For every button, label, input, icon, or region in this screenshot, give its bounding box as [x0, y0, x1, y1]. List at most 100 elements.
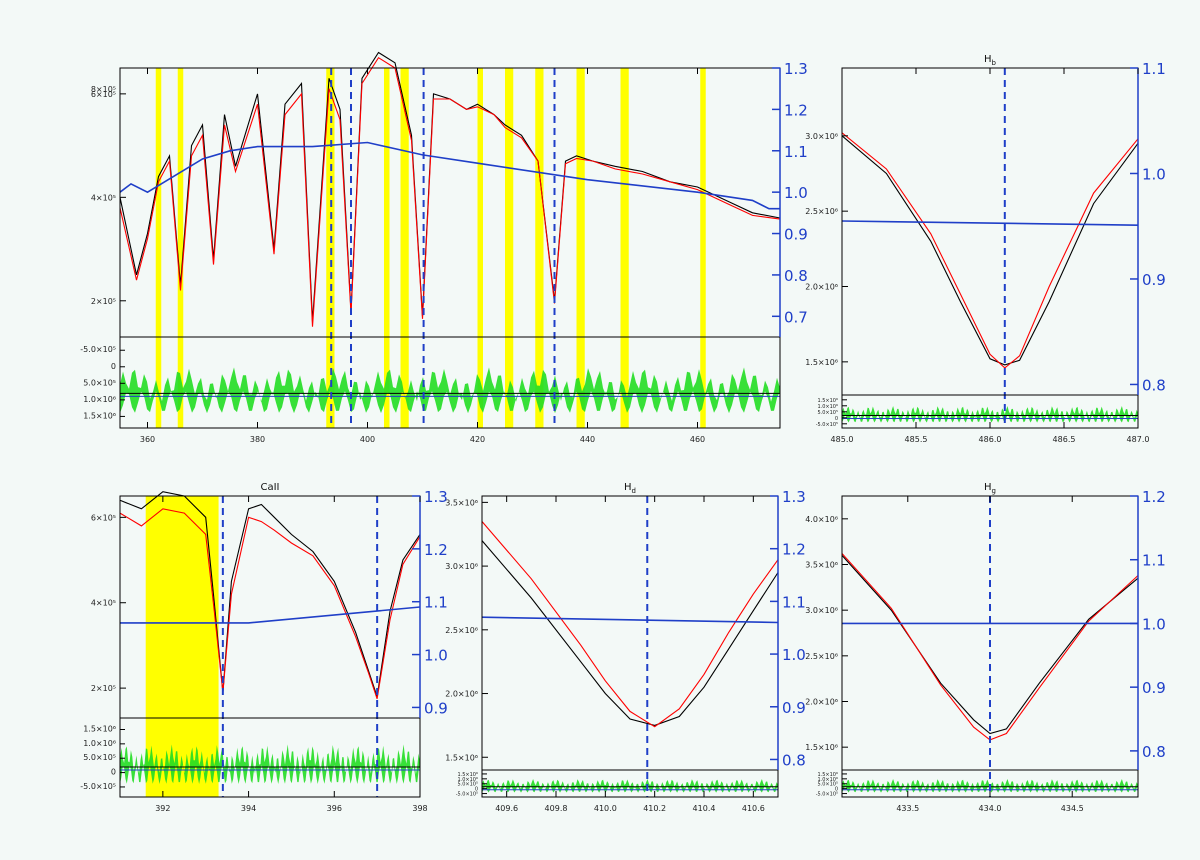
panel-h-delta: 409.6 409.8 410.0 410.2 410.4 410.6 1.5×10⁶ 2.0…	[445, 482, 806, 813]
y2-tick-label: 1.1	[782, 593, 806, 611]
y2-tick-label: 0.8	[784, 267, 808, 285]
y2-tick-label: 1.3	[424, 488, 448, 506]
y-tick-label: 3.5×10⁶	[805, 561, 838, 570]
mask-band	[477, 68, 483, 428]
x-tick-label: 485.0	[831, 435, 854, 444]
panel-title-sub: d	[632, 487, 636, 495]
residual-tick-label: 0	[111, 362, 116, 371]
y2-tick-label: 0.8	[1142, 376, 1166, 394]
mask-band	[620, 68, 629, 428]
x-tick-label: 409.6	[495, 804, 518, 813]
y-tick-label: 3.0×10⁶	[805, 606, 838, 615]
series-ratio	[481, 616, 779, 624]
y-tick-label: 3.0×10⁶	[805, 132, 838, 141]
panel-title-sub: g	[992, 487, 996, 495]
residual-tick-label: 5.0×10⁵	[817, 782, 838, 788]
y2-tick-label: 1.1	[1142, 552, 1166, 570]
residual-tick-label: -5.0×10⁵	[80, 782, 116, 791]
x-tick-label: 396	[327, 804, 342, 813]
residual-tick-label: 1.0×10⁶	[457, 777, 478, 783]
series-observed	[119, 491, 421, 697]
y-tick-label: 1.5×10⁶	[445, 753, 478, 762]
residual-tick-label: 1.5×10⁶	[817, 398, 838, 404]
y-tick-label: 8×10⁵	[91, 85, 116, 94]
x-tick-label: 433.5	[896, 804, 919, 813]
residual-tick-label: 1.0×10⁶	[817, 777, 838, 783]
x-tick-label: 410.4	[693, 804, 716, 813]
y2-tick-label: 0.8	[1142, 743, 1166, 761]
y-tick-label: 2.0×10⁶	[805, 698, 838, 707]
y2-tick-label: 1.1	[1142, 60, 1166, 78]
residual-tick-label: -5.0×10⁵	[80, 345, 116, 354]
panel-title-sub: b	[992, 59, 997, 67]
y-tick-label: 6×10⁵	[91, 90, 116, 99]
x-tick-label: 380	[250, 435, 265, 444]
x-tick-label: 410.0	[594, 804, 617, 813]
mask-band	[505, 68, 514, 428]
x-tick-label: 398	[412, 804, 427, 813]
panel-h-gamma: 433.5 434.0 434.5 1.5×10⁶ 2.0×10⁶ 2.5×10⁶ 3.0×…	[805, 482, 1166, 813]
y-tick-label: 4×10⁵	[91, 193, 116, 202]
y-tick-label: 2×10⁵	[91, 684, 116, 693]
residual-band	[120, 367, 780, 414]
x-tick-label: 440	[580, 435, 595, 444]
y2-tick-label: 0.9	[784, 226, 808, 244]
residual-tick-label: 1.5×10⁶	[83, 724, 116, 733]
x-tick-label: 400	[360, 435, 375, 444]
series-observed	[119, 51, 781, 322]
series-model	[119, 508, 421, 699]
panel-title: CaII	[260, 482, 279, 493]
y-tick-label: 4.0×10⁶	[805, 515, 838, 524]
x-tick-label: 485.5	[905, 435, 928, 444]
residual-tick-label: 0	[835, 787, 838, 793]
y2-tick-label: 1.0	[782, 646, 806, 664]
panel-frame	[481, 495, 779, 798]
residual-band	[120, 744, 420, 784]
y2-tick-label: 0.9	[424, 699, 448, 717]
y2-tick-label: 1.0	[424, 647, 448, 665]
residual-tick-label: 5.0×10⁵	[83, 753, 116, 762]
y-tick-label: 2.5×10⁶	[805, 652, 838, 661]
panel-title: Hb	[984, 54, 997, 67]
mask-band	[145, 496, 219, 797]
residual-band	[842, 779, 1138, 793]
x-tick-label: 434.0	[979, 804, 1002, 813]
residual-tick-label: 1.0×10⁶	[83, 739, 116, 748]
panel-title-main: H	[984, 54, 992, 65]
residual-tick-label: -5.0×10⁵	[456, 792, 478, 798]
series-ratio	[119, 141, 780, 210]
y-tick-label: 3.5×10⁶	[445, 498, 478, 507]
series-ratio	[120, 606, 421, 624]
y2-tick-label: 1.2	[424, 541, 448, 559]
series-model	[119, 56, 781, 327]
mask-band	[400, 68, 409, 428]
panel-title: Hg	[984, 482, 996, 495]
y2-tick-label: 1.2	[1142, 488, 1166, 506]
x-tick-label: 486.0	[979, 435, 1002, 444]
panel-h-beta: 485.0 485.5 486.0 486.5 487.0 1.5×10⁶ 2.0×10⁶ 2…	[805, 54, 1166, 444]
y2-tick-label: 1.0	[1142, 615, 1166, 633]
y-tick-label: 1.5×10⁶	[805, 743, 838, 752]
panel-title-main: H	[984, 482, 992, 493]
y-tick-label: 2×10⁵	[91, 297, 116, 306]
residual-band	[482, 779, 778, 793]
series-observed	[841, 135, 1139, 366]
residual-band	[842, 406, 1138, 423]
panel-frame	[119, 67, 781, 429]
residual-tick-label: 1.5×10⁶	[457, 772, 478, 778]
series-model	[841, 132, 1139, 369]
y2-tick-label: 1.2	[784, 101, 808, 119]
residual-tick-label: 0	[475, 787, 478, 793]
mask-band	[384, 68, 390, 428]
mask-band	[177, 68, 184, 428]
x-tick-label: 392	[155, 804, 170, 813]
x-tick-label: 487.0	[1127, 435, 1150, 444]
x-tick-label: 420	[470, 435, 485, 444]
x-tick-label: 410.6	[742, 804, 765, 813]
panel-frame	[841, 67, 1139, 429]
mask-band	[576, 68, 585, 428]
y2-tick-label: 1.2	[782, 541, 806, 559]
y-tick-label: 1.5×10⁶	[805, 358, 838, 367]
x-tick-label: 460	[690, 435, 705, 444]
